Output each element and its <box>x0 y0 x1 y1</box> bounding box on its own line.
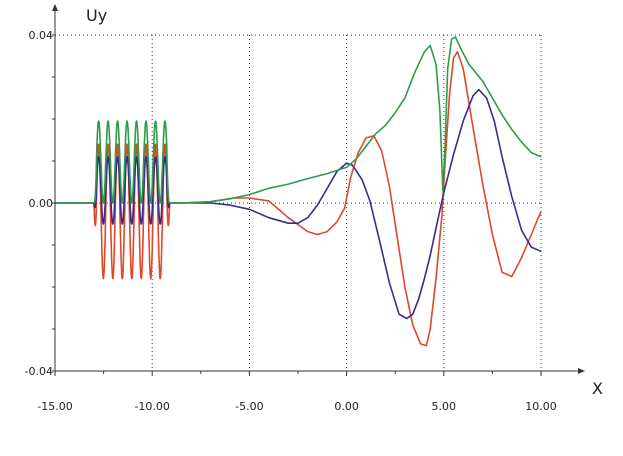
x-tick-label: -10.00 <box>134 400 169 413</box>
series-group <box>55 36 542 347</box>
x-axis-arrow <box>578 368 585 374</box>
y-axis-label: Uy <box>86 6 107 25</box>
tick-labels: -15.00 -10.00 -5.00 0.00 5.00 10.00 0.04 0.00 -0… <box>25 29 557 413</box>
x-tick-label: 10.00 <box>525 400 557 413</box>
grid <box>55 34 542 372</box>
y-axis-arrow <box>52 4 58 11</box>
x-tick-label: -15.00 <box>37 400 72 413</box>
y-tick-label: 0.00 <box>29 197 54 210</box>
x-tick-label: 0.00 <box>334 400 359 413</box>
axes <box>52 4 585 376</box>
series-line-1 <box>55 51 542 347</box>
y-tick-label: 0.04 <box>29 29 54 42</box>
y-tick-label: -0.04 <box>25 365 53 378</box>
series-line-3 <box>55 36 542 204</box>
series-line-2 <box>55 88 542 320</box>
x-axis-label: X <box>592 379 603 398</box>
x-tick-label: -5.00 <box>235 400 263 413</box>
x-tick-label: 5.00 <box>432 400 457 413</box>
